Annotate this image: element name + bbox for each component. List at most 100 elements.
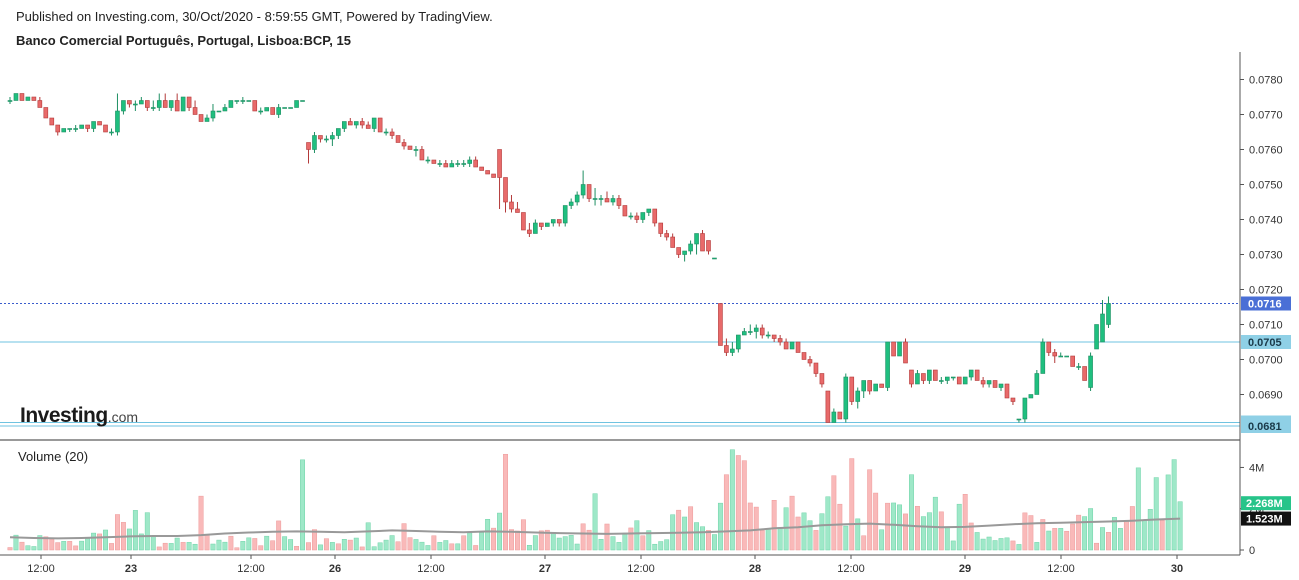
volume-bar (25, 545, 31, 551)
candle-body (19, 93, 25, 101)
volume-bar (306, 542, 311, 551)
candle-body (467, 159, 472, 164)
price-tick-label: 0.0750 (1249, 180, 1283, 192)
candle-body (1100, 313, 1105, 343)
volume-bar (825, 496, 831, 551)
volume-bar (389, 535, 395, 551)
candle-body (586, 184, 592, 199)
volume-bar (240, 541, 246, 551)
volume-bar (210, 543, 216, 551)
candle-body (85, 124, 90, 129)
volume-bar (156, 546, 162, 551)
candle-body (407, 145, 413, 150)
volume-bar (473, 545, 479, 551)
volume-bar (706, 530, 711, 551)
volume-bar (592, 493, 598, 551)
price-lines (0, 303, 1240, 427)
volume-bar (1135, 467, 1141, 551)
candle-body (342, 121, 347, 129)
candle-body (521, 212, 526, 231)
volume-bar (526, 545, 532, 551)
volume-bar (395, 541, 401, 551)
volume-bar (1004, 537, 1010, 551)
volume-bar (73, 545, 79, 551)
volume-bar (282, 536, 288, 551)
volume-bar (85, 538, 91, 551)
candle-body (347, 121, 353, 126)
candle-body (1070, 355, 1075, 367)
volume-bar (186, 542, 192, 551)
volume-bar (401, 523, 407, 551)
candle-body (765, 334, 771, 337)
candle-body (1082, 366, 1087, 381)
volume-pane-label: Volume (20) (18, 449, 89, 464)
volume-bar (950, 540, 956, 551)
time-tick-label: 27 (539, 563, 551, 575)
candle-body (939, 380, 944, 382)
volume-bar (97, 533, 102, 551)
candle-body (276, 107, 281, 115)
candle-body (252, 100, 258, 112)
symbol-title: Banco Comercial Português, Portugal, Lis… (16, 33, 351, 48)
volume-bar (1040, 519, 1046, 551)
volume-bar (365, 522, 371, 551)
candle-body (509, 201, 514, 210)
volume-bar (138, 533, 144, 551)
volume-bar (294, 546, 300, 551)
volume-bar (986, 536, 992, 551)
volume-bar (1112, 517, 1117, 551)
candle-body (676, 247, 681, 255)
candle-body (897, 341, 902, 357)
volume-bar (413, 539, 419, 551)
candle-body (712, 257, 717, 260)
candle-body (1076, 366, 1081, 368)
volume-bar (353, 537, 359, 551)
candle-body (389, 131, 395, 136)
candle-body (7, 100, 13, 102)
candle-body (79, 124, 84, 129)
candle-body (533, 222, 538, 234)
candle-body (789, 341, 795, 350)
candle-body (1106, 303, 1111, 325)
price-tick-label: 0.0760 (1249, 145, 1283, 157)
volume-badge-label: 1.523M (1246, 514, 1283, 526)
volume-bar (312, 529, 317, 551)
time-tick-label: 23 (125, 563, 137, 575)
volume-bar (1010, 540, 1016, 551)
volume-bar (789, 495, 795, 551)
candle-body (747, 331, 753, 333)
volume-bar (1070, 523, 1076, 551)
volume-bar (1088, 508, 1094, 551)
volume-bar (1165, 474, 1171, 551)
candle-body (324, 138, 329, 141)
volume-bar (676, 509, 682, 551)
candle-body (1028, 394, 1034, 399)
time-tick-label: 12:00 (1047, 563, 1075, 575)
time-tick-label: 12:00 (627, 563, 655, 575)
volume-bar (849, 458, 855, 551)
volume-bar (753, 506, 759, 551)
volume-bar (61, 541, 67, 551)
volume-bar (1177, 501, 1183, 551)
candle-body (921, 373, 926, 381)
candle-body (706, 240, 711, 252)
volume-bar (1100, 527, 1105, 551)
candle-body (646, 208, 652, 213)
candle-body (544, 222, 550, 227)
candle-body (228, 100, 234, 108)
volume-bar (962, 494, 968, 551)
candle-body (730, 348, 735, 353)
volume-bar (1129, 506, 1135, 551)
candle-body (616, 198, 622, 206)
volume-bar (646, 530, 652, 551)
volume-bar (162, 542, 168, 551)
candle-body (461, 163, 467, 165)
volume-bar (831, 475, 837, 551)
volume-bar (1052, 528, 1058, 551)
candle-body (121, 100, 126, 112)
volume-bar (640, 535, 646, 551)
volume-bar (222, 541, 228, 551)
candle-body (867, 380, 872, 392)
volume-bar (180, 542, 186, 551)
